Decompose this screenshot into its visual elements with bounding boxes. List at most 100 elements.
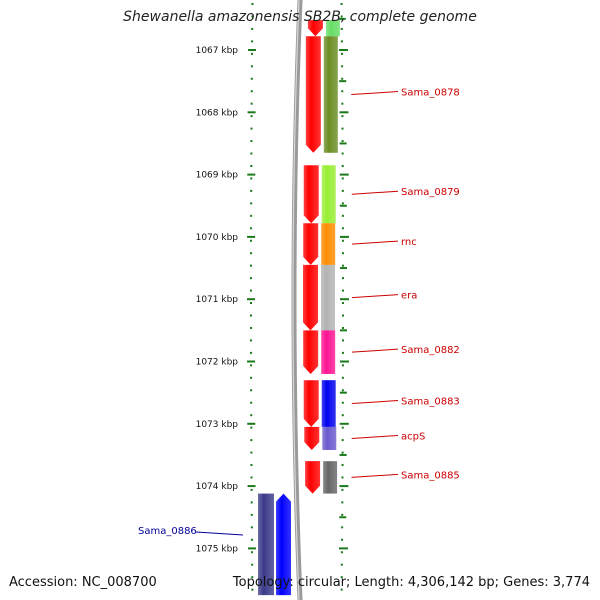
tick-dot — [341, 164, 344, 167]
tick-dot — [250, 65, 253, 68]
gene-label: Sama_0883 — [401, 397, 460, 408]
gene-label-leader — [351, 240, 399, 245]
tick-dot — [250, 538, 253, 541]
tick-dot — [341, 488, 344, 491]
tick-dot — [341, 526, 344, 529]
tick-dot — [340, 52, 343, 55]
cds-arrow — [303, 264, 319, 331]
tick-dot — [341, 277, 344, 280]
tick-dot — [250, 426, 253, 429]
tick-dot — [341, 214, 344, 217]
tick-label: 1074 kbp — [196, 482, 239, 492]
tick-dot — [341, 364, 344, 367]
cds-arrow — [305, 461, 321, 494]
gene-label-leader — [351, 434, 399, 439]
tick-dot — [341, 77, 344, 80]
cds-arrow — [276, 493, 291, 596]
tick-dot — [341, 414, 344, 417]
gene-label: Sama_0879 — [401, 187, 460, 198]
tick-dot — [341, 189, 344, 192]
gene-label-leader — [351, 400, 399, 405]
tick-dot — [250, 77, 253, 80]
tick-dot — [340, 588, 343, 591]
tick-dot — [251, 52, 254, 55]
tick-label: 1073 kbp — [196, 420, 239, 430]
tick-dot — [341, 339, 344, 342]
tick-dot — [250, 264, 253, 267]
tick-dot — [341, 389, 344, 392]
accession-text: Accession: NC_008700 — [9, 575, 157, 590]
tick-label: 1075 kbp — [196, 544, 239, 554]
tick-dot — [341, 501, 344, 504]
tick-dot — [250, 164, 253, 167]
tick-dot — [341, 252, 344, 255]
genome-title: Shewanella amazonensis SB2B, complete ge… — [123, 9, 477, 25]
gene-label: acpS — [401, 431, 425, 442]
tick-dot — [341, 227, 344, 230]
tick-dot — [341, 90, 344, 93]
tick-dot — [341, 102, 344, 105]
tick-dot — [250, 202, 253, 205]
tick-dot — [250, 326, 253, 329]
tick-dot — [250, 439, 253, 442]
tick-dot — [250, 364, 253, 367]
gene-bar — [321, 223, 336, 265]
cds-arrow — [303, 165, 319, 224]
tick-dot — [340, 3, 343, 5]
tick-dot — [250, 177, 253, 180]
gene-bar — [325, 20, 340, 37]
tick-dot — [250, 214, 253, 217]
tick-dot — [250, 140, 253, 143]
tick-dot — [341, 264, 344, 267]
gene-label: rnc — [401, 237, 417, 248]
tick-dot — [250, 351, 253, 354]
tick-dot — [250, 513, 253, 516]
tick-dot — [341, 289, 344, 292]
tick-dot — [250, 252, 253, 255]
tick-dot — [250, 501, 253, 504]
gene-bar — [258, 493, 274, 596]
tick-dot — [250, 488, 253, 491]
tick-dot — [341, 239, 344, 242]
backbone-line — [291, 0, 303, 600]
tick-dot — [340, 576, 343, 579]
tick-dot — [341, 314, 344, 317]
tick-dot — [251, 27, 254, 30]
tick-dot — [341, 177, 344, 180]
tick-dot — [340, 27, 343, 30]
tick-dot — [341, 401, 344, 404]
tick-dot — [341, 451, 344, 454]
gene-bar — [321, 380, 336, 427]
tick-dot — [251, 563, 254, 566]
cds-arrow — [303, 223, 319, 265]
tick-dot — [250, 115, 253, 118]
tick-dot — [341, 127, 344, 130]
gene-bar — [321, 264, 336, 331]
tick-dot — [250, 152, 253, 155]
tick-dot — [250, 127, 253, 130]
tick-dot — [341, 202, 344, 205]
gene-bar — [321, 165, 336, 224]
gene-bar — [323, 461, 338, 494]
gene-label-leader — [351, 91, 399, 96]
tick-dot — [250, 227, 253, 230]
tick-dot — [250, 451, 253, 454]
tick-dot — [251, 40, 254, 43]
tick-dot — [250, 401, 253, 404]
gene-label: Sama_0878 — [401, 88, 460, 99]
tick-label: 1067 kbp — [196, 46, 239, 56]
tick-label: 1070 kbp — [196, 233, 239, 243]
tick-dot — [341, 476, 344, 479]
tick-dot — [341, 439, 344, 442]
tick-dot — [341, 513, 344, 516]
tick-dot — [341, 302, 344, 305]
tick-dot — [250, 414, 253, 417]
tick-dot — [251, 588, 254, 591]
tick-dot — [341, 140, 344, 143]
tick-dot — [250, 189, 253, 192]
cds-arrow — [305, 36, 321, 153]
tick-dot — [341, 65, 344, 68]
tick-dot — [250, 277, 253, 280]
gene-label-leader — [351, 190, 399, 195]
gene-label-leader — [351, 348, 399, 353]
